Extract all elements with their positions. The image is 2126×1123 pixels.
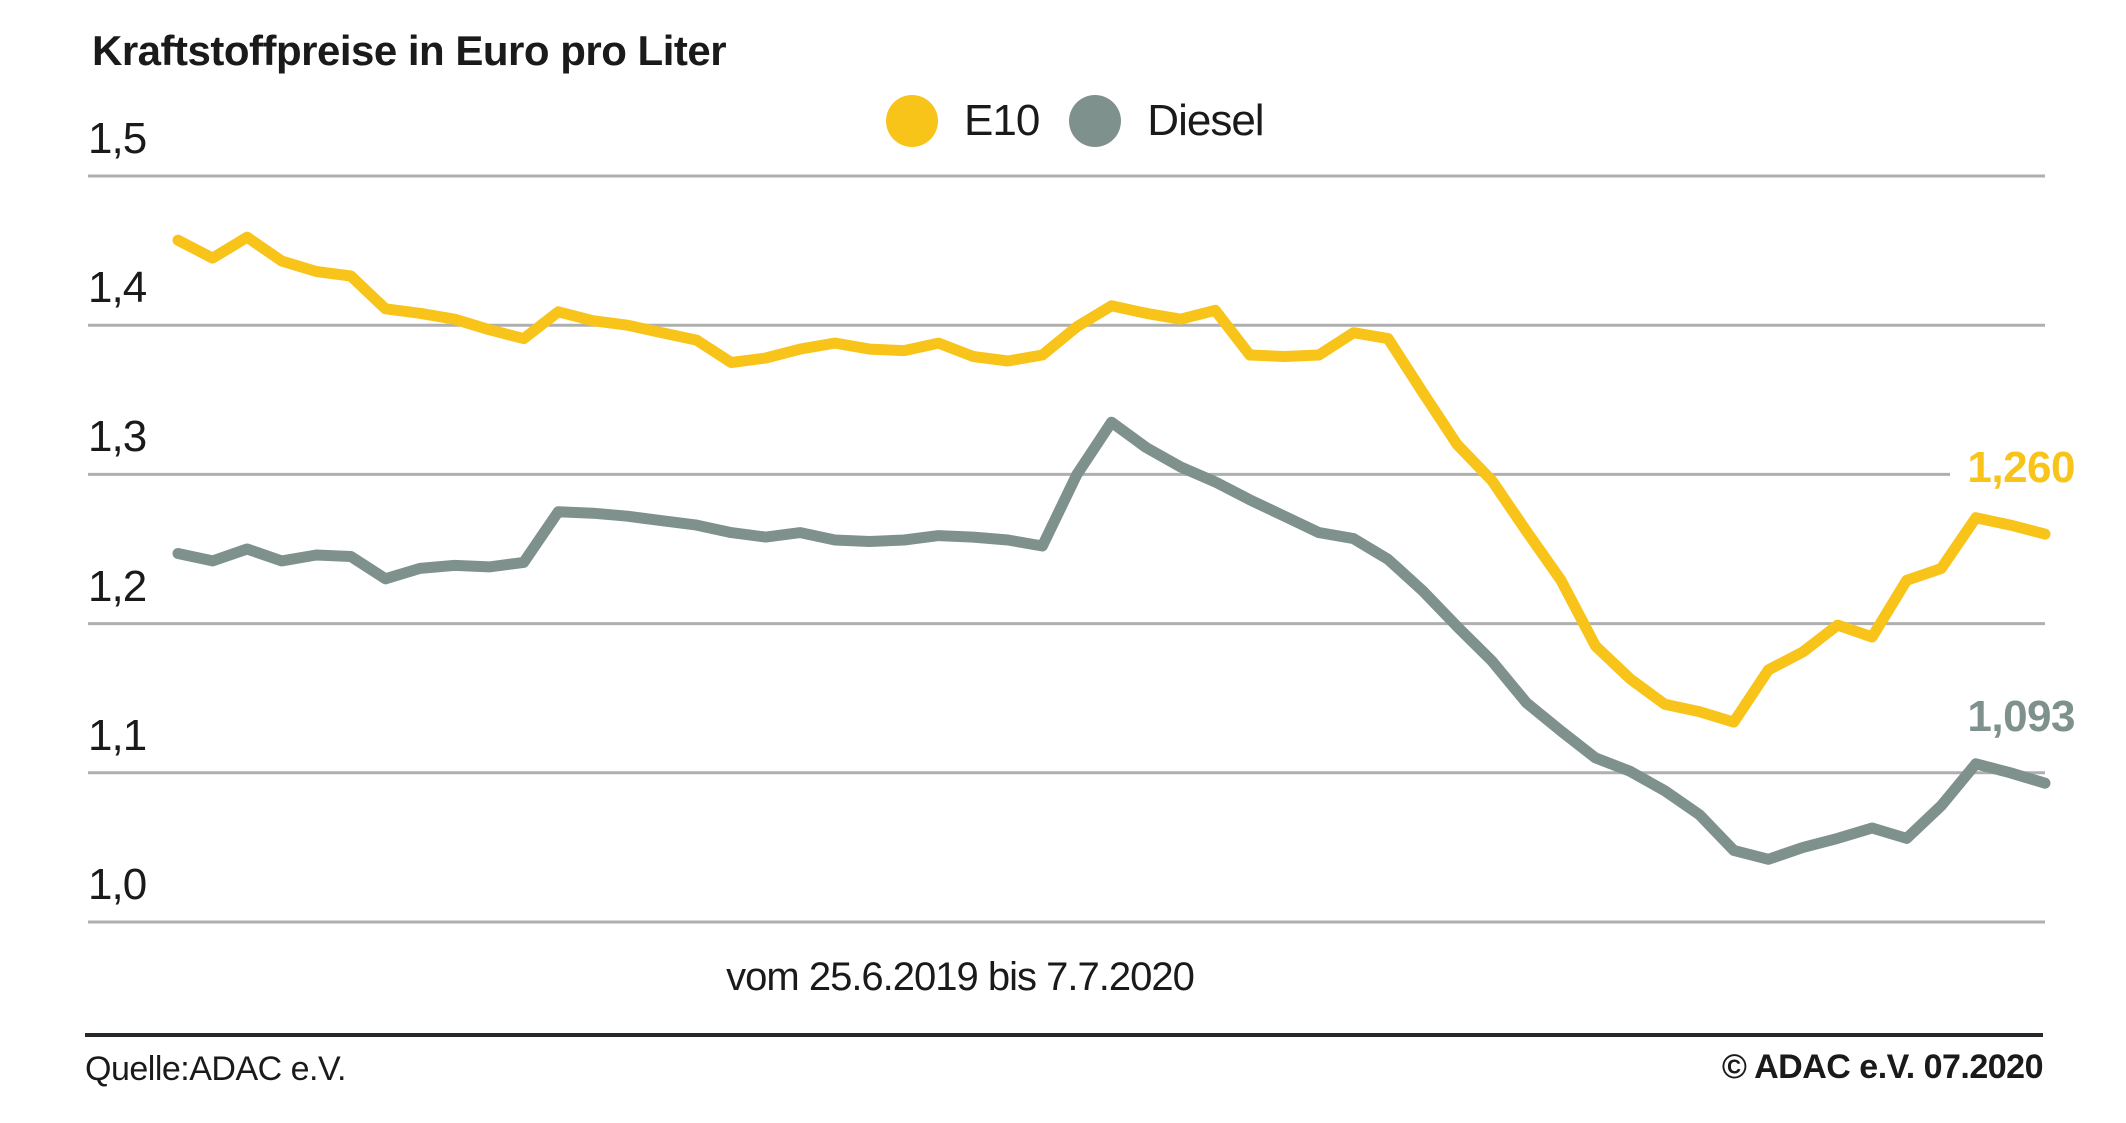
y-tick-label: 1,5 [88,114,147,163]
diesel-dot-icon [1069,95,1122,147]
x-axis-period-caption: vom 25.6.2019 bis 7.7.2020 [726,955,1195,999]
y-tick-label: 1,2 [88,561,147,611]
legend: E10 Diesel [886,95,1265,147]
legend-item-diesel: Diesel [1069,95,1265,147]
diesel-price-line [172,416,2051,865]
e10-price-line [172,231,2051,728]
page-title: Kraftstoffpreise in Euro pro Liter [92,27,727,74]
diesel-end-value-label: 1,093 [1967,692,2075,742]
y-tick-label: 1,0 [88,860,147,909]
footer-source-text: Quelle:ADAC e.V. [85,1050,347,1088]
legend-label-e10: E10 [964,96,1040,145]
legend-label-diesel: Diesel [1147,96,1264,145]
legend-item-e10: E10 [886,95,1040,147]
e10-dot-icon [886,95,938,147]
footer-copyright-text: © ADAC e.V. 07.2020 [1721,1048,2044,1086]
footer-divider [85,1033,2043,1037]
e10-end-value-label: 1,260 [1967,443,2075,493]
y-tick-label: 1,4 [88,263,147,313]
y-tick-label: 1,1 [88,710,147,760]
y-tick-label: 1,3 [88,412,147,462]
